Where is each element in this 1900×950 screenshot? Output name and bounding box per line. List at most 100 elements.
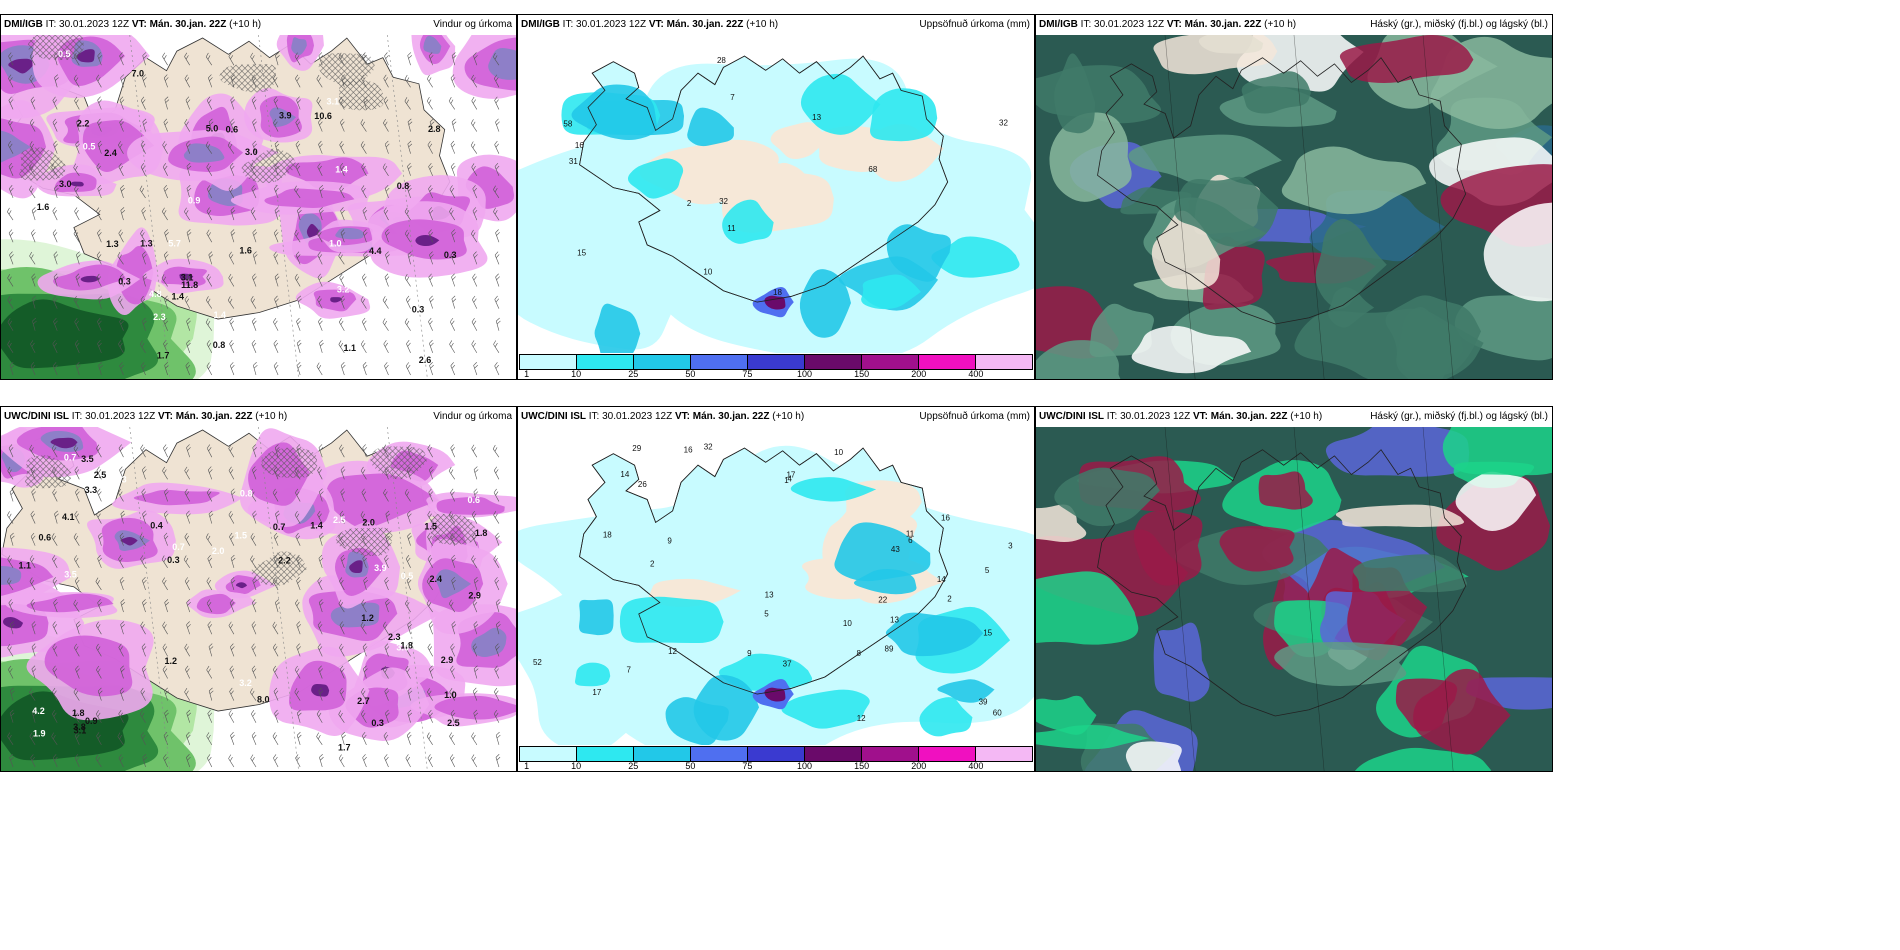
wind-barb [30,96,36,110]
wind-barb [317,466,323,480]
init-time: IT: 30.01.2023 12Z [588,411,673,422]
precip-value-label: 2.2 [278,555,291,565]
wind-barb [450,162,456,176]
wind-barb [272,732,279,746]
wind-barb [230,643,235,657]
wind-barb [184,207,190,221]
wind-barb [318,554,324,568]
wind-barb [384,52,389,66]
wind-barb [448,511,456,524]
wind-barb [319,185,324,199]
accum-value-label: 7 [730,93,735,102]
wind-barb [382,665,389,679]
wind-barb [450,74,456,88]
wind-barb [206,665,213,679]
cloud-area [1354,747,1492,771]
wind-barb [118,340,124,354]
wind-barb [383,732,389,745]
wind-barb [494,687,500,701]
wind-barb [339,185,345,199]
accum-value-label: 16 [941,513,950,522]
wind-barb [250,52,257,66]
wind-barb [7,274,14,287]
wind-barb [428,621,434,635]
colorbar-swatch [634,747,691,761]
precip-value-label: 2.5 [94,470,107,480]
precip-area [790,477,877,502]
colorbar-swatch [577,355,634,369]
wind-barb [186,317,191,331]
wind-barb [9,488,15,502]
wind-barb [472,295,478,309]
wind-barb [186,444,191,458]
panel-title: Vindur og úrkoma [433,19,512,30]
wind-barb [186,162,192,176]
wind-barb [7,555,14,568]
wind-barb [428,466,434,480]
precip-area [665,697,729,745]
wind-barb [339,273,345,287]
wind-barb [73,710,80,723]
colorbar-swatch [634,355,691,369]
precip-area [800,73,881,135]
wind-barb [361,488,367,502]
precip-value-label: 2.2 [77,118,90,128]
valid-time: VT: Mán. 30.jan. 22Z [1166,19,1262,30]
precip-area [834,522,931,582]
colorbar-swatch [805,355,862,369]
wind-barb [427,643,433,657]
wind-barb [472,185,478,199]
colorbar-tick-label: 100 [797,369,813,379]
wind-barb [74,317,80,331]
wind-barb [10,621,15,635]
map-svg: 2 15 31 13 16 11 28 7 18 58 32 68 32 10 [518,35,1034,353]
wind-barb [384,140,390,154]
precip-value-label: 3.1 [181,272,194,282]
wind-barb [75,488,80,502]
wind-barb [405,362,411,376]
wind-barb [273,318,279,331]
wind-barb [407,185,412,199]
wind-barb [428,185,433,199]
wind-barb [52,555,58,568]
wind-barb [163,118,169,132]
wind-barb [272,643,279,657]
wind-barb [493,466,500,480]
precip-value-label: 4.8 [149,289,162,299]
wind-barb [96,444,102,458]
precip-value-label: 1.6 [239,245,252,255]
wind-barb [29,732,36,746]
wind-barb [250,555,257,568]
precip-value-label: 1.0 [444,690,457,700]
wind-barb [295,532,301,546]
wind-barb [118,163,124,176]
precip-area [3,617,24,629]
wind-barb [450,532,456,546]
precip-value-label: 3.5 [64,569,77,579]
wind-barb [140,555,146,568]
precip-value-label: 1.2 [165,656,178,666]
wind-barb [54,52,59,66]
colorbar-swatch [919,355,976,369]
wind-barb [52,118,58,132]
precip-value-label: 3.2 [337,284,350,294]
precip-area [687,107,734,147]
cloud-area [1353,554,1467,593]
wind-barb [384,185,390,199]
wind-barb [360,710,367,723]
wind-barb [473,466,479,480]
cloud-area [1339,35,1474,83]
wind-barb [493,52,500,66]
wind-barb [251,731,257,745]
panel-header: DMI/IGB IT: 30.01.2023 12Z VT: Mán. 30.j… [1036,15,1552,35]
graticule-line [129,427,171,771]
wind-barb [451,118,457,132]
wind-barb [206,229,213,243]
colorbar-swatch [691,355,748,369]
wind-barb [317,510,323,524]
wind-barb [73,444,80,458]
accum-value-label: 39 [979,698,988,707]
wind-barb [141,643,147,657]
accum-value-label: 17 [592,688,601,697]
wind-barb [208,687,214,701]
